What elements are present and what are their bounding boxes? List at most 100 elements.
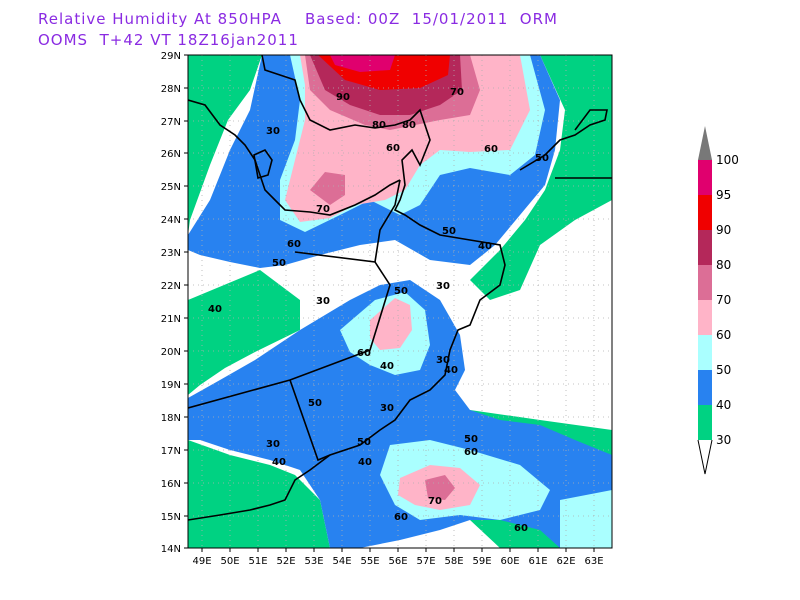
lon-label: 53E — [304, 556, 323, 567]
band-70-80-spot — [310, 172, 345, 205]
legend-label: 30 — [716, 433, 731, 447]
contour-label: 50 — [272, 258, 286, 269]
lat-axis: 29N 28N 27N 26N 25N 24N 23N 22N 21N 20N … — [161, 51, 188, 555]
legend-label: 60 — [716, 328, 731, 342]
band-30-40-west — [188, 55, 262, 235]
legend-label: 80 — [716, 258, 731, 272]
contour-label: 40 — [444, 365, 458, 376]
lat-label: 16N — [161, 479, 181, 490]
lon-label: 62E — [556, 556, 575, 567]
contour-label: 50 — [464, 434, 478, 445]
contour-label: 70 — [450, 87, 464, 98]
contour-label: 60 — [464, 447, 478, 458]
contour-label: 70 — [428, 496, 442, 507]
contour-label: 60 — [484, 144, 498, 155]
legend-label: 70 — [716, 293, 731, 307]
contour-label: 60 — [514, 523, 528, 534]
legend-bottom-arrow — [697, 439, 713, 475]
contour-label: 40 — [358, 457, 372, 468]
legend-swatch — [698, 160, 712, 195]
lon-label: 59E — [472, 556, 491, 567]
lon-label: 58E — [444, 556, 463, 567]
lat-label: 25N — [161, 182, 181, 193]
legend-label: 40 — [716, 398, 731, 412]
contour-label: 50 — [357, 437, 371, 448]
lon-label: 49E — [192, 556, 211, 567]
contour-label: 50 — [535, 153, 549, 164]
contour-label: 30 — [436, 355, 450, 366]
coastlines — [188, 55, 612, 521]
band-30-40-southwest — [188, 270, 300, 395]
contour-label: 80 — [402, 120, 416, 131]
legend-label: 50 — [716, 363, 731, 377]
lat-label: 17N — [161, 446, 181, 457]
lon-axis: 49E 50E 51E 52E 53E 54E 55E 56E 57E 58E … — [192, 548, 604, 567]
grid-lines — [188, 55, 612, 548]
band-30-40-northeast — [470, 55, 612, 300]
contour-label: 70 — [316, 204, 330, 215]
lat-label: 24N — [161, 215, 181, 226]
band-50-60-southeast — [560, 490, 612, 548]
legend-swatch — [698, 405, 712, 440]
color-legend: 100 95 90 80 70 60 50 40 30 — [697, 126, 739, 475]
contour-label: 30 — [266, 439, 280, 450]
lon-label: 63E — [584, 556, 603, 567]
lon-label: 55E — [360, 556, 379, 567]
legend-swatch — [698, 370, 712, 405]
lat-label: 18N — [161, 413, 181, 424]
humidity-field: 90 70 80 30 60 60 80 50 70 50 40 60 50 3… — [188, 55, 612, 548]
legend-swatch — [698, 195, 712, 230]
lat-label: 29N — [161, 51, 181, 62]
contour-label: 40 — [380, 361, 394, 372]
contour-label: 50 — [394, 286, 408, 297]
legend-label: 90 — [716, 223, 731, 237]
contour-label: 40 — [208, 304, 222, 315]
legend-swatch — [698, 230, 712, 265]
lon-label: 54E — [332, 556, 351, 567]
lon-label: 50E — [220, 556, 239, 567]
lat-label: 15N — [161, 512, 181, 523]
contour-label: 50 — [308, 398, 322, 409]
contour-label: 90 — [336, 92, 350, 103]
contour-label: 30 — [380, 403, 394, 414]
lon-label: 51E — [248, 556, 267, 567]
lat-label: 23N — [161, 248, 181, 259]
legend-swatch — [698, 265, 712, 300]
band-60-70-center — [370, 298, 412, 350]
lon-label: 52E — [276, 556, 295, 567]
contour-label: 30 — [316, 296, 330, 307]
contour-label: 60 — [386, 143, 400, 154]
contour-label: 30 — [266, 126, 280, 137]
contour-label: 80 — [372, 120, 386, 131]
contour-labels: 90 70 80 30 60 60 80 50 70 50 40 60 50 3… — [208, 87, 549, 534]
map-subtitle: OOMS T+42 VT 18Z16jan2011 — [38, 31, 299, 49]
lat-label: 22N — [161, 281, 181, 292]
legend-top-arrow — [698, 126, 712, 160]
borders — [188, 179, 401, 462]
contour-label: 60 — [357, 348, 371, 359]
legend-label: 100 — [716, 153, 739, 167]
contour-label: 40 — [478, 241, 492, 252]
contour-label: 60 — [394, 512, 408, 523]
lon-label: 56E — [388, 556, 407, 567]
lat-label: 20N — [161, 347, 181, 358]
legend-swatch — [698, 335, 712, 370]
lat-label: 19N — [161, 380, 181, 391]
legend-swatch — [698, 300, 712, 335]
band-95-100 — [330, 55, 395, 72]
lat-label: 28N — [161, 84, 181, 95]
contour-label: 50 — [442, 226, 456, 237]
lat-label: 27N — [161, 117, 181, 128]
contour-label: 30 — [436, 281, 450, 292]
lon-label: 57E — [416, 556, 435, 567]
band-70-80-south — [425, 475, 455, 500]
contour-label: 40 — [272, 457, 286, 468]
lat-label: 14N — [161, 544, 181, 555]
lon-label: 60E — [500, 556, 519, 567]
lat-label: 21N — [161, 314, 181, 325]
contour-label: 60 — [287, 239, 301, 250]
map-frame — [187, 54, 613, 549]
legend-label: 95 — [716, 188, 731, 202]
band-30-40-south — [188, 440, 330, 548]
